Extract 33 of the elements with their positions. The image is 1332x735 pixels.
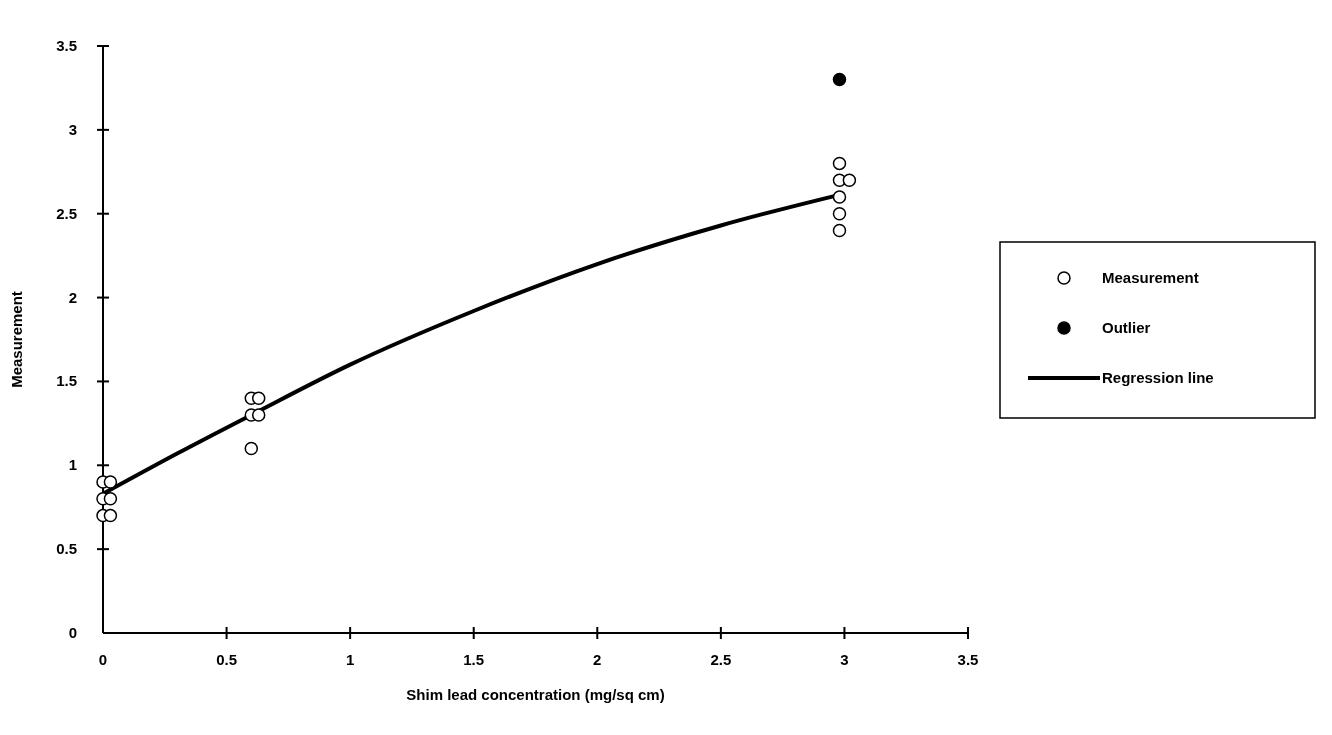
x-tick-label: 0 [98,651,108,668]
legend-label: Regression line [1102,369,1214,386]
point [103,492,118,506]
point [842,173,857,187]
y-tick-label: 0.5 [56,540,77,558]
y-tick-label: 3.5 [56,37,77,54]
y-tick-label: 3 [68,120,77,138]
x-tick-label: 3 [840,651,849,668]
point [832,190,847,204]
y-tick-label: 1 [68,456,77,474]
point [832,223,847,238]
point [251,391,266,405]
x-tick-label: 1 [345,651,355,668]
x-tick-label: 1.5 [463,651,485,668]
x-tick-label: 3.5 [957,651,979,668]
point [832,156,847,171]
x-tick-label: 2.5 [710,651,732,668]
point [832,206,847,221]
point [832,72,847,87]
point [103,475,118,489]
x-axis-title: Shim lead concentration (mg/sq cm) [406,686,665,703]
x-tick-label: 2 [593,651,602,668]
legend-label: Outlier [1102,319,1151,336]
point [244,441,259,456]
y-tick-label: 2.5 [56,204,77,222]
y-axis-title: Measurement [8,291,25,388]
y-tick-label: 0 [68,624,77,641]
point [251,408,266,422]
y-tick-label: 2 [68,288,77,306]
legend-label: Measurement [1102,269,1199,286]
x-tick-label: 0.5 [216,651,237,668]
y-tick-label: 1.5 [56,372,77,390]
point [103,508,118,523]
